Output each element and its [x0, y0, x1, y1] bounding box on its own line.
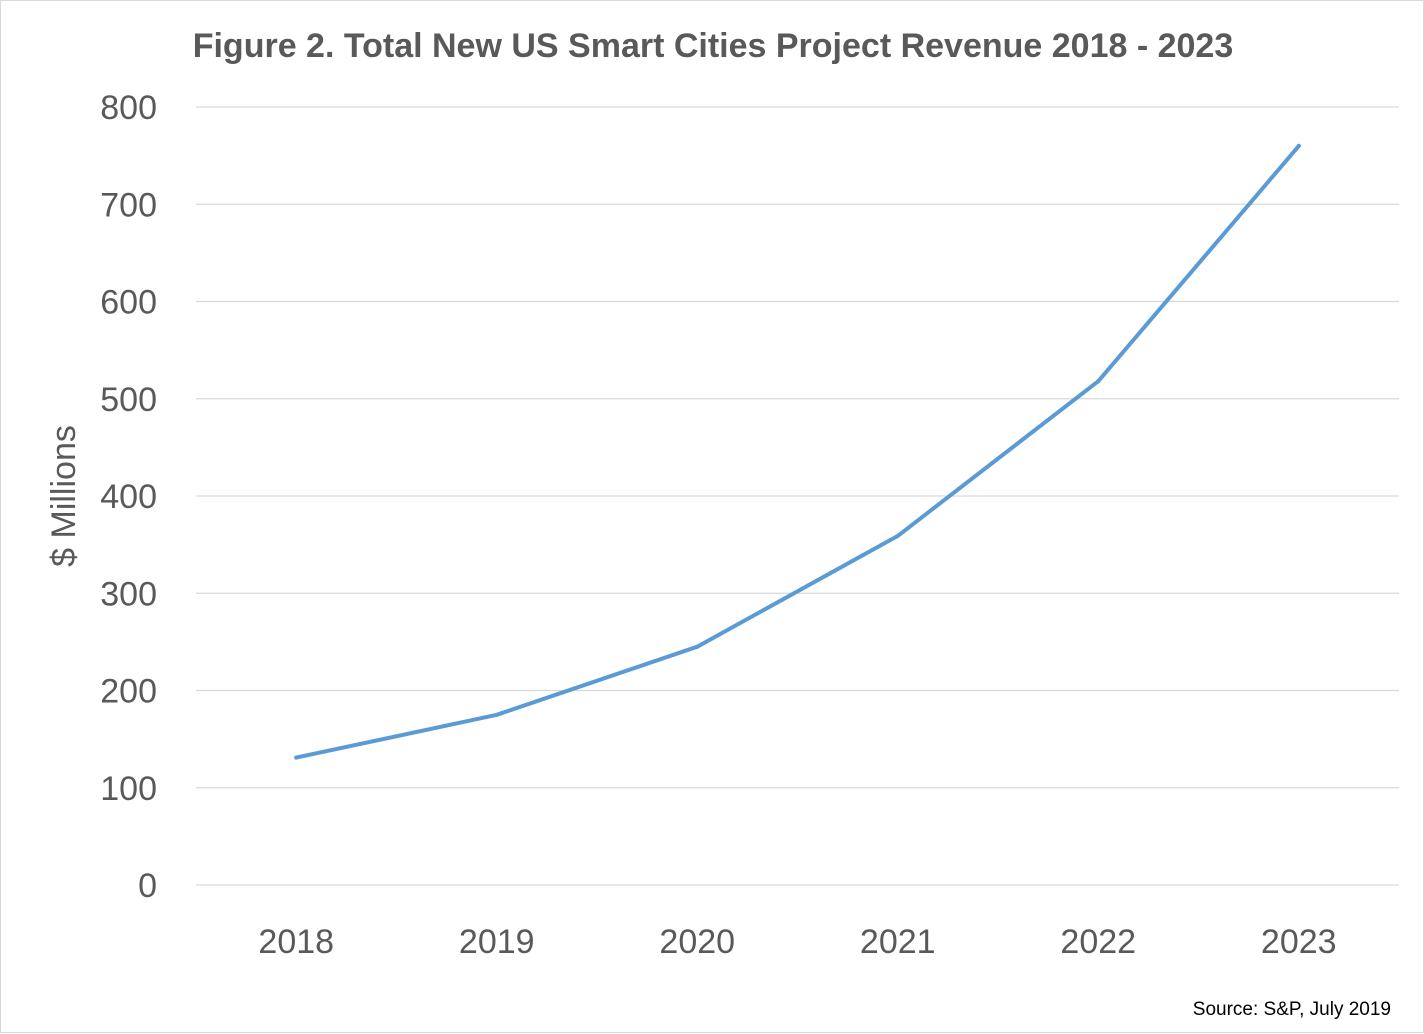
series-line	[294, 143, 1301, 760]
y-tick-label: 200	[100, 673, 157, 711]
y-tick-label: 0	[138, 867, 157, 905]
x-tick-label: 2020	[659, 923, 735, 961]
data-point	[294, 755, 299, 760]
y-axis-title: $ Millions	[45, 425, 83, 567]
y-tick-label: 700	[100, 186, 157, 224]
data-point	[895, 533, 900, 538]
source-note: Source: S&P, July 2019	[1193, 999, 1391, 1020]
y-axis-ticks: 0 100 200 300 400 500 600 700 800	[100, 89, 157, 905]
x-tick-label: 2018	[258, 923, 334, 961]
chart-title: Figure 2. Total New US Smart Cities Proj…	[193, 27, 1234, 65]
data-point	[494, 712, 499, 717]
y-tick-label: 100	[100, 770, 157, 808]
y-tick-label: 400	[100, 478, 157, 516]
y-tick-label: 600	[100, 284, 157, 322]
y-tick-label: 800	[100, 89, 157, 127]
x-tick-label: 2022	[1060, 923, 1136, 961]
y-tick-label: 300	[100, 575, 157, 613]
x-tick-label: 2019	[459, 923, 535, 961]
series-layer	[294, 143, 1301, 760]
y-tick-label: 500	[100, 381, 157, 419]
data-point	[1096, 379, 1101, 384]
x-tick-label: 2021	[860, 923, 936, 961]
data-point	[1296, 143, 1301, 148]
x-axis-ticks: 2018 2019 2020 2021 2022 2023	[258, 923, 1336, 961]
data-point	[695, 644, 700, 649]
gridlines	[196, 106, 1399, 886]
x-tick-label: 2023	[1261, 923, 1337, 961]
